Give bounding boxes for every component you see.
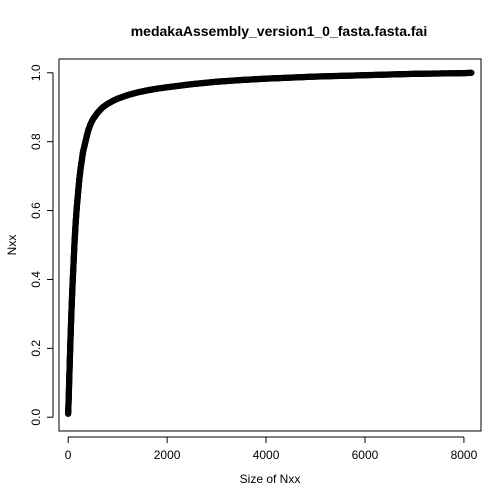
data-point [468,69,475,76]
y-axis-label: Nxx [5,235,19,256]
x-tick-label: 4000 [253,448,280,462]
x-axis-label: Size of Nxx [240,472,301,486]
x-tick-label: 2000 [154,448,181,462]
y-tick-label: 1.0 [29,64,43,81]
y-tick-label: 0.6 [29,202,43,219]
y-tick-label: 0.0 [29,409,43,426]
y-axis: 0.0 0.2 0.4 0.6 0.8 1.0 [29,64,54,426]
chart-title: medakaAssembly_version1_0_fasta.fasta.fa… [131,23,428,39]
plot-frame [58,58,482,432]
y-tick-label: 0.4 [29,271,43,288]
y-tick-label: 0.8 [29,133,43,150]
x-axis: 0 2000 4000 6000 8000 [65,436,478,462]
x-tick-label: 8000 [451,448,478,462]
x-tick-label: 6000 [352,448,379,462]
y-tick-label: 0.2 [29,340,43,357]
x-tick-label: 0 [65,448,72,462]
data-points [65,69,475,417]
